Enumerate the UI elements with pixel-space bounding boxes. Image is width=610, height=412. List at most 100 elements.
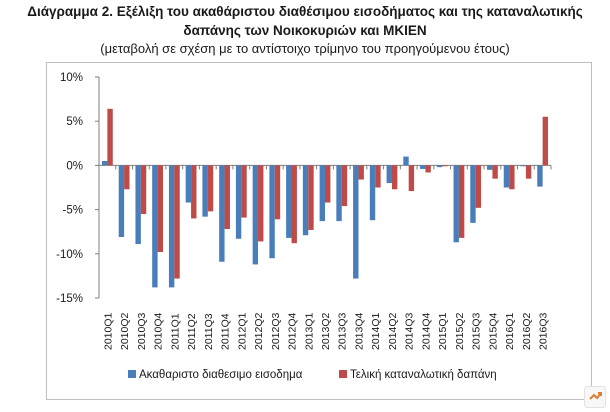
bar-series-2-2016q1 [509,165,515,190]
x-tick-label: 2014Q4 [420,312,432,350]
bar-series-1-2016q3 [537,165,543,187]
bar-series-1-2013q1 [302,165,309,236]
bar-series-1-2016q1 [503,165,510,188]
x-tick-label: 2012Q2 [253,312,265,350]
x-tick-label: 2013Q4 [353,312,365,350]
x-tick-label: 2014Q2 [387,312,399,350]
y-tick-label: -5% [63,205,83,217]
chart-title: Διάγραμμα 2. Εξέλιξη του ακαθάριστου δια… [0,2,610,40]
bar-series-2-2016q2 [525,165,532,179]
bar-series-2-2015q4 [492,165,498,179]
chart-title-line-1: Διάγραμμα 2. Εξέλιξη του ακαθάριστου δια… [27,4,583,19]
bar-series-2-2013q2 [325,165,331,203]
bar-series-2-2011q3 [207,165,214,212]
bar-series-2-2010q3 [140,165,147,215]
x-tick-label: 2015Q3 [471,312,483,350]
x-tick-label: 2012Q4 [287,312,299,350]
bar-series-1-2010q4 [152,165,158,288]
bar-series-1-2012q2 [252,165,259,265]
bar-series-2-2011q2 [191,165,197,219]
bar-series-1-2012q4 [286,165,292,238]
bar-series-2-2014q2 [391,165,398,190]
bar-series-2-2014q4 [425,165,431,173]
bar-series-2-2012q1 [241,165,247,218]
chart-title-line-2: δαπάνης των Νοικοκυριών και ΜΚΙΕΝ [183,23,427,38]
x-tick-label: 2011Q4 [220,313,232,350]
bar-series-1-2011q1 [168,165,175,288]
x-tick-label: 2010Q4 [153,312,165,350]
bar-series-1-2011q4 [219,165,225,262]
bar-series-2-2013q1 [308,165,314,230]
x-tick-label: 2013Q1 [303,312,315,350]
bar-series-2-2010q2 [124,165,130,190]
bar-series-2-2015q3 [475,165,482,208]
x-axis: 2010Q1 2010Q2 2010Q3 2010Q4 2011Q1 2011Q2 2011… [98,164,552,350]
x-tick-label: 2011Q2 [186,313,198,350]
bar-series-1-2015q2 [453,165,459,243]
bar-series-1-2014q4 [420,165,426,169]
bar-series-1-2010q2 [118,165,125,238]
bar-series-2-2012q4 [291,165,297,244]
bar-series-2-2011q4 [224,165,230,230]
x-tick-label: 2010Q2 [119,312,131,350]
y-tick-label: -10% [56,249,83,261]
bar-series-1-2015q4 [487,165,493,170]
bar-series-2-2014q1 [375,165,381,188]
x-tick-label: 2016Q3 [538,312,550,350]
bar-series-1-2016q2 [520,165,526,167]
legend-label: Ακαθαριστο διαθεσιμο εισοδημα [139,369,303,381]
bar-series-1-2012q3 [269,165,275,259]
legend-swatch [339,370,347,378]
bar-series-1-2014q1 [369,165,376,221]
x-tick-label: 2015Q4 [487,312,499,350]
bar-series-2-2015q2 [458,165,465,238]
y-tick-label: 5% [66,116,83,128]
legend-item-1: Ακαθαριστο διαθεσιμο εισοδημα [128,369,303,381]
bar-series-2-2016q3 [542,116,549,166]
legend-label: Τελική καταναλωτική δαπάνη [350,369,497,381]
x-tick-label: 2016Q1 [504,312,516,350]
x-tick-label: 2013Q2 [320,312,332,350]
bar-series-1-2015q1 [436,165,443,168]
bar-series-1-2010q3 [135,165,141,245]
bar-series-1-2013q2 [319,165,325,222]
bar-series-1-2013q4 [353,165,359,279]
bar-series-2-2012q2 [258,165,264,242]
bar-series-1-2011q3 [202,165,208,217]
bar-series-1-2011q2 [185,165,192,203]
bars [101,108,549,288]
x-tick-label: 2011Q3 [203,313,215,350]
bar-series-2-2010q4 [157,165,163,253]
bar-series-1-2014q2 [386,165,392,184]
x-tick-label: 2010Q3 [136,312,148,350]
x-tick-label: 2014Q1 [370,312,382,350]
x-tick-label: 2012Q1 [236,312,248,350]
y-axis: 10% 5% 0% -5% -10% -15% [56,72,100,305]
y-tick-label: 0% [66,160,83,172]
bar-series-2-2013q4 [358,165,364,180]
bar-series-2-2014q3 [408,165,415,192]
x-tick-label: 2010Q1 [102,312,114,350]
x-tick-label: 2014Q3 [404,312,416,350]
x-tick-label: 2011Q1 [169,313,181,350]
chart-subtitle: (μεταβολή σε σχέση με το αντίστοιχο τρίμ… [100,41,510,56]
bar-series-2-2011q1 [174,165,180,279]
bar-series-1-2015q3 [470,165,476,223]
bar-series-2-2015q1 [442,165,448,167]
x-tick-label: 2015Q2 [454,312,466,350]
y-tick-label: 10% [60,72,83,84]
watermark-icon [584,386,606,408]
x-tick-label: 2016Q2 [521,312,533,350]
bar-series-2-2012q3 [274,165,281,220]
bar-series-1-2013q3 [336,165,342,222]
legend-swatch [128,370,136,378]
x-tick-label: 2015Q1 [437,312,449,350]
bar-series-1-2014q3 [403,156,409,166]
bar-series-2-2010q1 [107,108,113,166]
x-tick-label: 2013Q3 [337,312,349,350]
bar-series-1-2010q1 [101,160,108,166]
bar-series-1-2012q1 [235,165,242,239]
legend: Ακαθαριστο διαθεσιμο εισοδημα Τελική κατα… [128,369,497,381]
x-tick-label: 2012Q3 [270,312,282,350]
